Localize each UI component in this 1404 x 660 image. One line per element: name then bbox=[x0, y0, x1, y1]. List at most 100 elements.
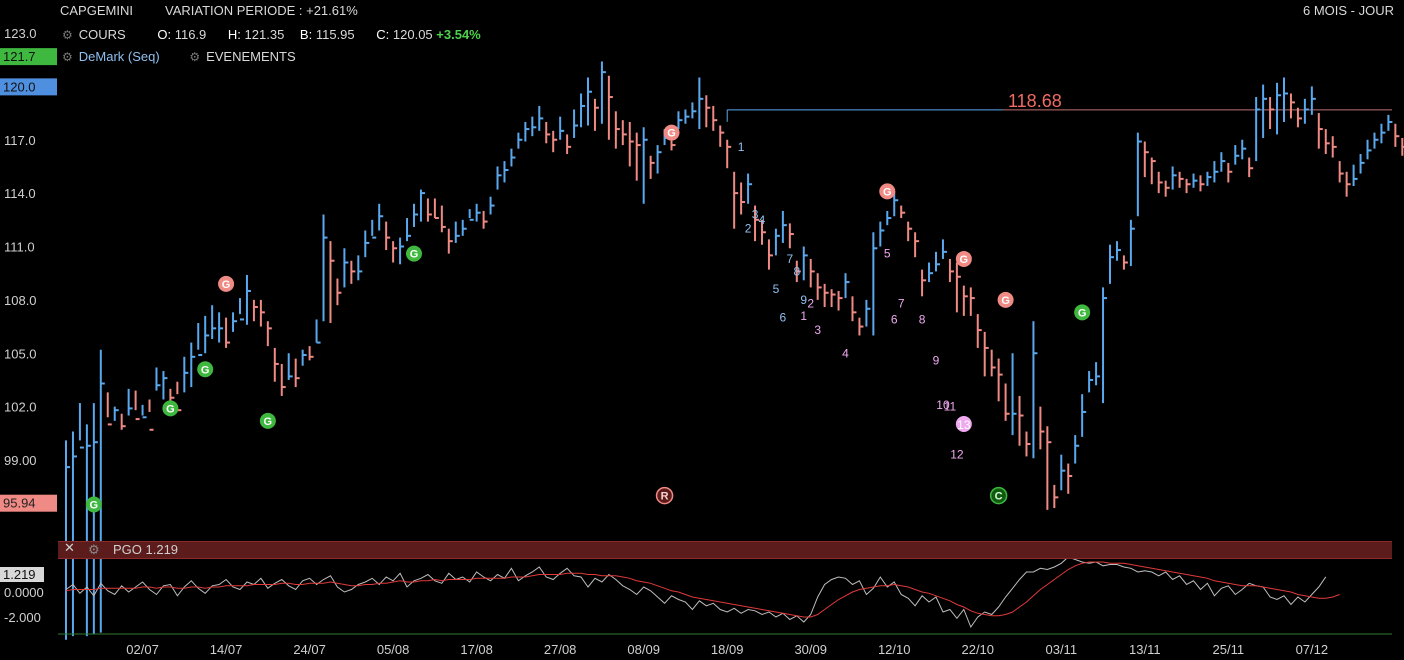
x-tick-label: 17/08 bbox=[460, 642, 493, 657]
cours-label: COURS bbox=[78, 27, 126, 42]
x-tick-label: 18/09 bbox=[711, 642, 744, 657]
close-value: 120.05 bbox=[392, 27, 433, 42]
demark-count: 6 bbox=[780, 311, 787, 325]
event-marker bbox=[197, 361, 214, 378]
event-marker-label: G bbox=[960, 254, 969, 266]
price-tag bbox=[0, 494, 57, 512]
x-tick-label: 02/07 bbox=[126, 642, 159, 657]
period-selector[interactable]: 6 MOIS - JOUR bbox=[1302, 3, 1394, 18]
event-marker bbox=[259, 412, 276, 429]
low-label: B: bbox=[299, 27, 313, 42]
event-marker bbox=[997, 291, 1014, 308]
x-tick-label: 08/09 bbox=[627, 642, 660, 657]
demark-count: 8 bbox=[793, 264, 800, 278]
indicator-demark[interactable]: DeMark (Seq) bbox=[78, 49, 160, 64]
resistance-label: 118.68 bbox=[1008, 91, 1062, 111]
event-marker bbox=[162, 400, 179, 417]
close-icon[interactable]: ✕ bbox=[64, 540, 75, 555]
demark-count: 8 bbox=[919, 312, 926, 326]
demark-count: 4 bbox=[842, 346, 849, 360]
gear-icon[interactable]: ⚙ bbox=[88, 542, 100, 557]
pgo-y-tick-label: 0.0000 bbox=[4, 585, 44, 600]
high-label: H: bbox=[227, 27, 241, 42]
symbol-title: CAPGEMINI bbox=[60, 3, 133, 18]
demark-count: 3 bbox=[814, 323, 821, 337]
gear-icon[interactable]: ⚙ bbox=[62, 28, 73, 42]
x-tick-label: 27/08 bbox=[544, 642, 577, 657]
x-tick-label: 03/11 bbox=[1045, 642, 1077, 657]
demark-count: 7 bbox=[786, 252, 793, 266]
x-tick-label: 14/07 bbox=[210, 642, 243, 657]
event-marker bbox=[989, 486, 1008, 505]
pgo-value-tag bbox=[0, 567, 44, 582]
y-tick-label: 99.00 bbox=[4, 453, 37, 468]
pgo-title: PGO 1.219 bbox=[113, 542, 179, 557]
y-tick-label: 117.0 bbox=[4, 133, 36, 148]
demark-count: 9 bbox=[933, 353, 940, 367]
x-tick-label: 07/12 bbox=[1296, 642, 1329, 657]
event-marker bbox=[663, 124, 680, 141]
event-marker-label: C bbox=[995, 491, 1003, 503]
demark-count: 9 bbox=[800, 293, 807, 307]
demark-count: 10 bbox=[936, 398, 950, 412]
event-marker bbox=[1074, 304, 1091, 321]
gear-icon[interactable]: ⚙ bbox=[189, 50, 201, 64]
demark-count: 3 bbox=[752, 207, 759, 221]
x-tick-label: 24/07 bbox=[293, 642, 326, 657]
indicator-evenements[interactable]: EVENEMENTS bbox=[206, 49, 296, 64]
demark-count: 6 bbox=[891, 312, 898, 326]
x-tick-label: 05/08 bbox=[377, 642, 410, 657]
open-label: O: bbox=[157, 27, 172, 42]
y-tick-label: 111.0 bbox=[4, 240, 35, 255]
indicator-row: ⚙ DeMark (Seq) ⚙ EVENEMENTS bbox=[62, 49, 296, 64]
open-value: 116.9 bbox=[174, 27, 207, 42]
pgo-y-tick-label: -2.000 bbox=[4, 610, 41, 625]
close-label: C: bbox=[376, 27, 390, 42]
event-marker-label: G bbox=[1001, 295, 1010, 307]
pgo-series-signal bbox=[65, 561, 1340, 618]
price-tag-label: 120.0 bbox=[3, 79, 36, 94]
x-tick-label: 22/10 bbox=[961, 642, 994, 657]
x-tick-label: 25/11 bbox=[1213, 642, 1245, 657]
x-tick-label: 13/11 bbox=[1129, 642, 1161, 657]
event-marker bbox=[85, 496, 102, 513]
gear-icon[interactable]: ⚙ bbox=[62, 50, 73, 64]
pgo-panel-header[interactable]: ✕ ⚙ PGO 1.219 bbox=[58, 540, 1392, 559]
event-marker bbox=[955, 250, 972, 267]
event-marker bbox=[655, 486, 674, 505]
y-tick-label: 108.0 bbox=[4, 293, 37, 308]
price-tag-label: 95.94 bbox=[3, 496, 36, 511]
event-marker bbox=[218, 275, 235, 292]
demark-count-badge bbox=[955, 415, 972, 432]
low-value: 115.95 bbox=[315, 27, 355, 42]
demark-count: 2 bbox=[807, 296, 814, 310]
event-marker-label: G bbox=[264, 416, 273, 428]
x-tick-label: 12/10 bbox=[878, 642, 911, 657]
event-marker-label: G bbox=[222, 279, 231, 291]
event-marker bbox=[406, 245, 422, 262]
demark-count: 11 bbox=[944, 400, 957, 414]
event-marker-label: R bbox=[661, 491, 669, 503]
event-marker-label: G bbox=[883, 186, 892, 198]
event-marker-label: G bbox=[1078, 307, 1087, 319]
demark-count: 1 bbox=[738, 140, 745, 154]
price-tag bbox=[0, 78, 57, 96]
variation-period: VARIATION PERIODE : +21.61% bbox=[165, 3, 358, 18]
y-tick-label: 114.0 bbox=[4, 186, 36, 201]
demark-count: 5 bbox=[773, 282, 780, 296]
demark-count: 1 bbox=[800, 309, 807, 323]
demark-count: 13 bbox=[957, 418, 971, 432]
pgo-value-tag-label: 1.219 bbox=[3, 567, 36, 582]
event-marker-label: G bbox=[667, 128, 676, 140]
demark-count: 2 bbox=[745, 222, 752, 236]
pgo-series-pgo bbox=[65, 556, 1327, 629]
demark-count: 4 bbox=[759, 213, 766, 227]
event-marker-label: G bbox=[166, 403, 175, 415]
y-tick-label: 123.0 bbox=[4, 26, 37, 41]
event-marker-label: G bbox=[90, 499, 99, 511]
demark-count: 5 bbox=[884, 247, 891, 261]
change-percent: +3.54% bbox=[436, 27, 481, 42]
demark-count: 12 bbox=[950, 448, 964, 462]
